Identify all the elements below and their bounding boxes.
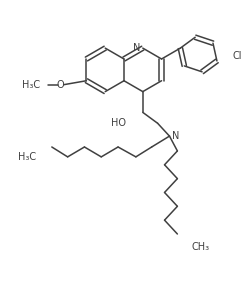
Text: Cl: Cl — [233, 51, 242, 61]
Text: H₃C: H₃C — [18, 152, 36, 162]
Text: H₃C: H₃C — [22, 80, 40, 90]
Text: CH₃: CH₃ — [191, 242, 209, 252]
Text: HO: HO — [111, 118, 126, 128]
Text: N: N — [172, 131, 180, 141]
Text: N: N — [133, 43, 141, 53]
Text: O: O — [57, 80, 64, 90]
